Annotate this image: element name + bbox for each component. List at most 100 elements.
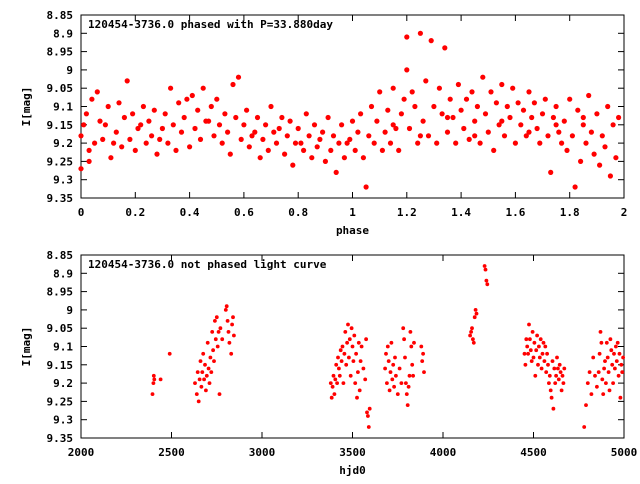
data-point [342,351,347,356]
data-point [309,155,315,161]
data-point [409,89,415,95]
data-point [350,344,355,349]
y-axis-label: I[mag] [20,87,33,127]
data-point [224,304,229,309]
data-point [86,158,92,164]
data-point [529,114,535,121]
data-point [560,373,565,378]
data-point [550,359,555,363]
data-point [587,370,592,374]
data-point [621,355,625,360]
data-point [159,125,165,132]
data-point [421,351,425,356]
data-point [337,373,342,378]
y-tick-label: 9.25 [47,395,74,408]
data-point [194,392,199,396]
data-point [195,370,200,374]
data-point [597,351,602,356]
data-point [604,381,608,385]
data-point [471,340,476,345]
data-point [86,147,92,153]
data-point [553,122,559,128]
data-point [558,370,563,374]
data-point [231,315,235,320]
data-point [425,133,432,139]
data-point [406,384,411,389]
data-point [585,381,590,385]
data-point [340,344,345,349]
data-point [411,373,415,378]
data-point [617,351,622,356]
data-point [181,114,187,121]
data-point [540,351,545,356]
data-point [353,381,358,385]
data-point [127,136,133,142]
data-point [528,348,533,353]
data-point [202,377,207,382]
data-point [552,366,557,371]
data-point [282,151,288,157]
data-point [367,406,372,411]
y-tick-label: 9.15 [47,119,74,132]
data-point [484,278,489,283]
x-tick-label: 0.4 [180,206,200,219]
data-point [205,340,210,345]
data-point [143,140,149,146]
data-point [531,100,538,106]
data-point [364,337,368,342]
data-point [387,140,394,146]
data-point [591,151,597,157]
data-point [213,337,218,342]
data-point [284,133,290,139]
data-point [405,403,410,407]
data-point [392,384,396,389]
data-point [547,373,552,378]
data-point [232,333,236,338]
data-point [539,111,546,117]
y-tick-label: 9.05 [47,82,74,95]
x-axis-label: hjd0 [339,464,366,477]
data-point [197,377,202,382]
data-point [197,136,204,142]
data-point [276,125,282,132]
data-point [603,359,607,363]
data-point [482,111,489,117]
data-point [135,125,141,132]
data-point [610,362,615,367]
x-tick-label: 0.2 [125,206,145,219]
data-point [406,125,413,132]
data-point [151,373,156,378]
data-point [556,377,561,382]
data-point [168,85,174,91]
data-point [412,340,416,345]
data-point [198,359,203,363]
x-tick-label: 3500 [339,446,366,459]
data-point [213,319,217,323]
data-point [238,136,244,142]
data-point [436,85,442,91]
data-point [537,344,541,349]
data-point [496,122,502,128]
data-point [474,311,479,316]
data-point [404,67,410,73]
y-tick-label: 9.15 [47,359,74,372]
data-point [330,384,335,389]
data-point [332,392,337,396]
data-point [389,340,394,345]
y-tick-label: 8.9 [53,267,73,280]
data-point [620,370,625,374]
data-point [222,111,228,117]
data-point [162,111,168,117]
data-point [564,147,570,153]
data-point [151,107,157,113]
data-point [138,122,144,128]
data-point [596,370,601,374]
data-point [527,322,531,327]
data-point [550,114,557,121]
data-point [547,381,551,385]
data-point [480,74,486,80]
data-point [515,100,521,106]
data-point [356,370,360,374]
data-point [561,118,567,124]
